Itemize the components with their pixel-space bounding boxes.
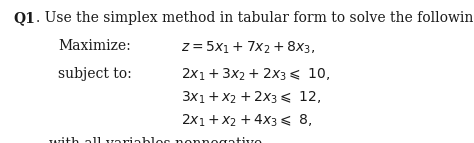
Text: subject to:: subject to: (58, 67, 132, 81)
Text: $2x_1 + 3x_2 + 2x_3 \leqslant\ 10,$: $2x_1 + 3x_2 + 2x_3 \leqslant\ 10,$ (181, 67, 330, 83)
Text: $3x_1 + x_2 + 2x_3 \leqslant\ 12,$: $3x_1 + x_2 + 2x_3 \leqslant\ 12,$ (181, 90, 321, 106)
Text: $2x_1 + x_2 + 4x_3 \leqslant\ 8,$: $2x_1 + x_2 + 4x_3 \leqslant\ 8,$ (181, 113, 313, 129)
Text: . Use the simplex method in tabular form to solve the following problem:: . Use the simplex method in tabular form… (36, 11, 474, 25)
Text: $z = 5x_1 + 7x_2 + 8x_3,$: $z = 5x_1 + 7x_2 + 8x_3,$ (181, 39, 316, 56)
Text: with all variables nonnegative.: with all variables nonnegative. (49, 137, 266, 143)
Text: Q1: Q1 (13, 11, 35, 25)
Text: Maximize:: Maximize: (58, 39, 131, 53)
